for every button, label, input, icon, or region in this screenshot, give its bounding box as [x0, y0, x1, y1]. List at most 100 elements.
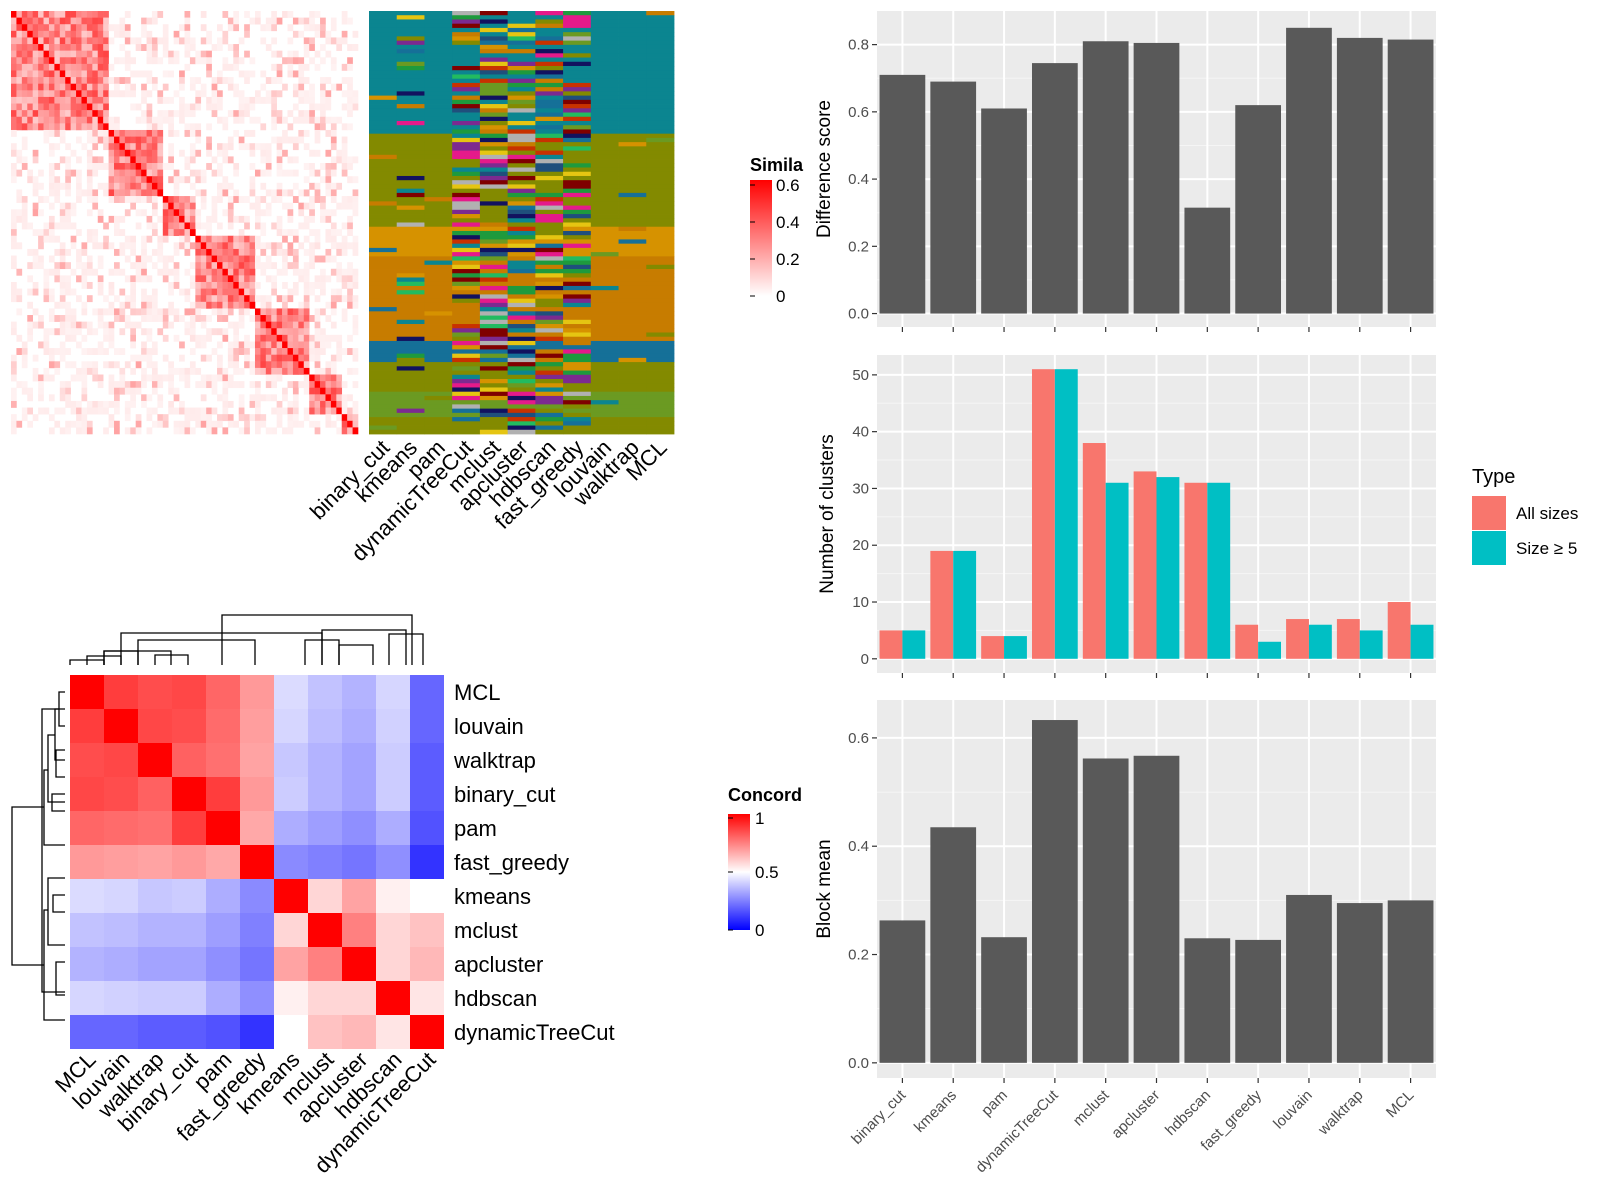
similarity-cell — [179, 83, 185, 91]
similarity-cell — [146, 394, 153, 402]
concordance-cell — [172, 879, 206, 913]
similarity-cell — [146, 30, 153, 38]
similarity-cell — [217, 275, 223, 283]
similarity-cell — [244, 96, 250, 104]
similarity-cell — [217, 222, 223, 230]
similarity-cell — [282, 321, 288, 329]
similarity-cell — [130, 301, 136, 309]
cluster-cell — [369, 260, 398, 266]
similarity-cell — [314, 129, 321, 137]
similarity-cell — [38, 90, 44, 98]
similarity-cell — [189, 57, 196, 65]
cluster-cell — [563, 298, 592, 304]
similarity-cell — [119, 17, 126, 25]
similarity-cell — [254, 209, 261, 217]
similarity-cell — [211, 420, 218, 428]
similarity-cell — [32, 209, 39, 217]
similarity-cell — [27, 44, 33, 51]
cluster-cell — [590, 74, 619, 80]
cluster-cell — [507, 328, 536, 333]
similarity-cell — [59, 407, 66, 415]
similarity-cell — [146, 215, 153, 223]
cluster-cell — [479, 197, 509, 202]
cluster-cell — [507, 137, 536, 143]
cluster-cell — [507, 171, 536, 177]
similarity-cell — [38, 70, 44, 78]
similarity-cell — [238, 407, 245, 415]
cluster-cell — [590, 387, 619, 393]
similarity-cell — [249, 57, 256, 65]
similarity-cell — [157, 235, 164, 243]
similarity-cell — [244, 427, 250, 435]
similarity-cell — [233, 17, 240, 25]
cluster-cell — [618, 273, 647, 278]
cluster-cell — [618, 366, 647, 371]
cluster-cell — [479, 19, 509, 25]
cluster-cell — [535, 315, 564, 321]
cluster-cell — [507, 243, 536, 249]
concordance-cell — [70, 1015, 104, 1049]
similarity-cell — [168, 387, 174, 395]
similarity-cell — [303, 321, 310, 329]
cluster-cell — [479, 379, 509, 384]
similarity-cell — [303, 17, 310, 25]
similarity-cell — [76, 262, 82, 270]
similarity-cell — [314, 400, 321, 408]
similarity-cell — [341, 222, 348, 230]
cluster-cell — [563, 70, 592, 75]
similarity-cell — [92, 242, 99, 250]
cluster-cell — [507, 324, 536, 329]
similarity-cell — [330, 63, 337, 71]
concordance-cell — [138, 845, 172, 879]
similarity-cell — [292, 400, 299, 408]
similarity-cell — [238, 235, 245, 243]
cluster-cell — [535, 290, 564, 295]
cluster-cell — [479, 421, 509, 426]
similarity-cell — [206, 262, 212, 270]
similarity-cell — [97, 37, 104, 45]
similarity-cell — [141, 308, 147, 316]
similarity-cell — [108, 215, 115, 223]
similarity-cell — [141, 83, 147, 91]
similarity-cell — [16, 334, 23, 342]
cluster-cell — [507, 15, 536, 20]
cluster-cell — [646, 345, 675, 350]
cluster-cell — [479, 120, 509, 126]
similarity-cell — [11, 354, 17, 362]
similarity-cell — [103, 77, 109, 84]
similarity-cell — [92, 11, 99, 18]
cluster-cell — [424, 395, 453, 401]
similarity-cell — [184, 414, 191, 422]
cluster-cell — [452, 171, 481, 177]
similarity-cell — [81, 348, 88, 355]
cluster-cell — [424, 15, 453, 20]
similarity-cell — [233, 129, 240, 137]
similarity-cell — [320, 367, 326, 375]
cluster-cell — [563, 44, 592, 50]
cluster-cell — [479, 391, 509, 397]
similarity-cell — [314, 116, 321, 124]
cluster-cell — [452, 277, 481, 283]
cluster-cell — [369, 340, 398, 346]
cluster-cell — [369, 91, 398, 96]
cluster-cell — [535, 247, 564, 253]
similarity-cell — [314, 196, 321, 203]
similarity-cell — [16, 17, 23, 25]
cluster-cell — [396, 180, 425, 185]
cluster-cell — [479, 44, 509, 50]
similarity-cell — [11, 129, 17, 137]
similarity-cell — [238, 242, 245, 250]
similarity-cell — [292, 281, 299, 289]
cluster-cell — [452, 264, 481, 270]
similarity-cell — [11, 235, 17, 243]
similarity-cell — [325, 209, 332, 217]
cluster-cell — [507, 294, 536, 300]
similarity-cell — [162, 229, 169, 237]
cluster-cell — [452, 362, 481, 367]
cluster-cell — [618, 374, 647, 380]
similarity-cell — [108, 196, 115, 203]
similarity-cell — [233, 367, 240, 375]
cluster-cell — [590, 379, 619, 384]
cluster-cell — [563, 417, 592, 422]
diff-y-tick-label: 0.8 — [848, 37, 869, 54]
